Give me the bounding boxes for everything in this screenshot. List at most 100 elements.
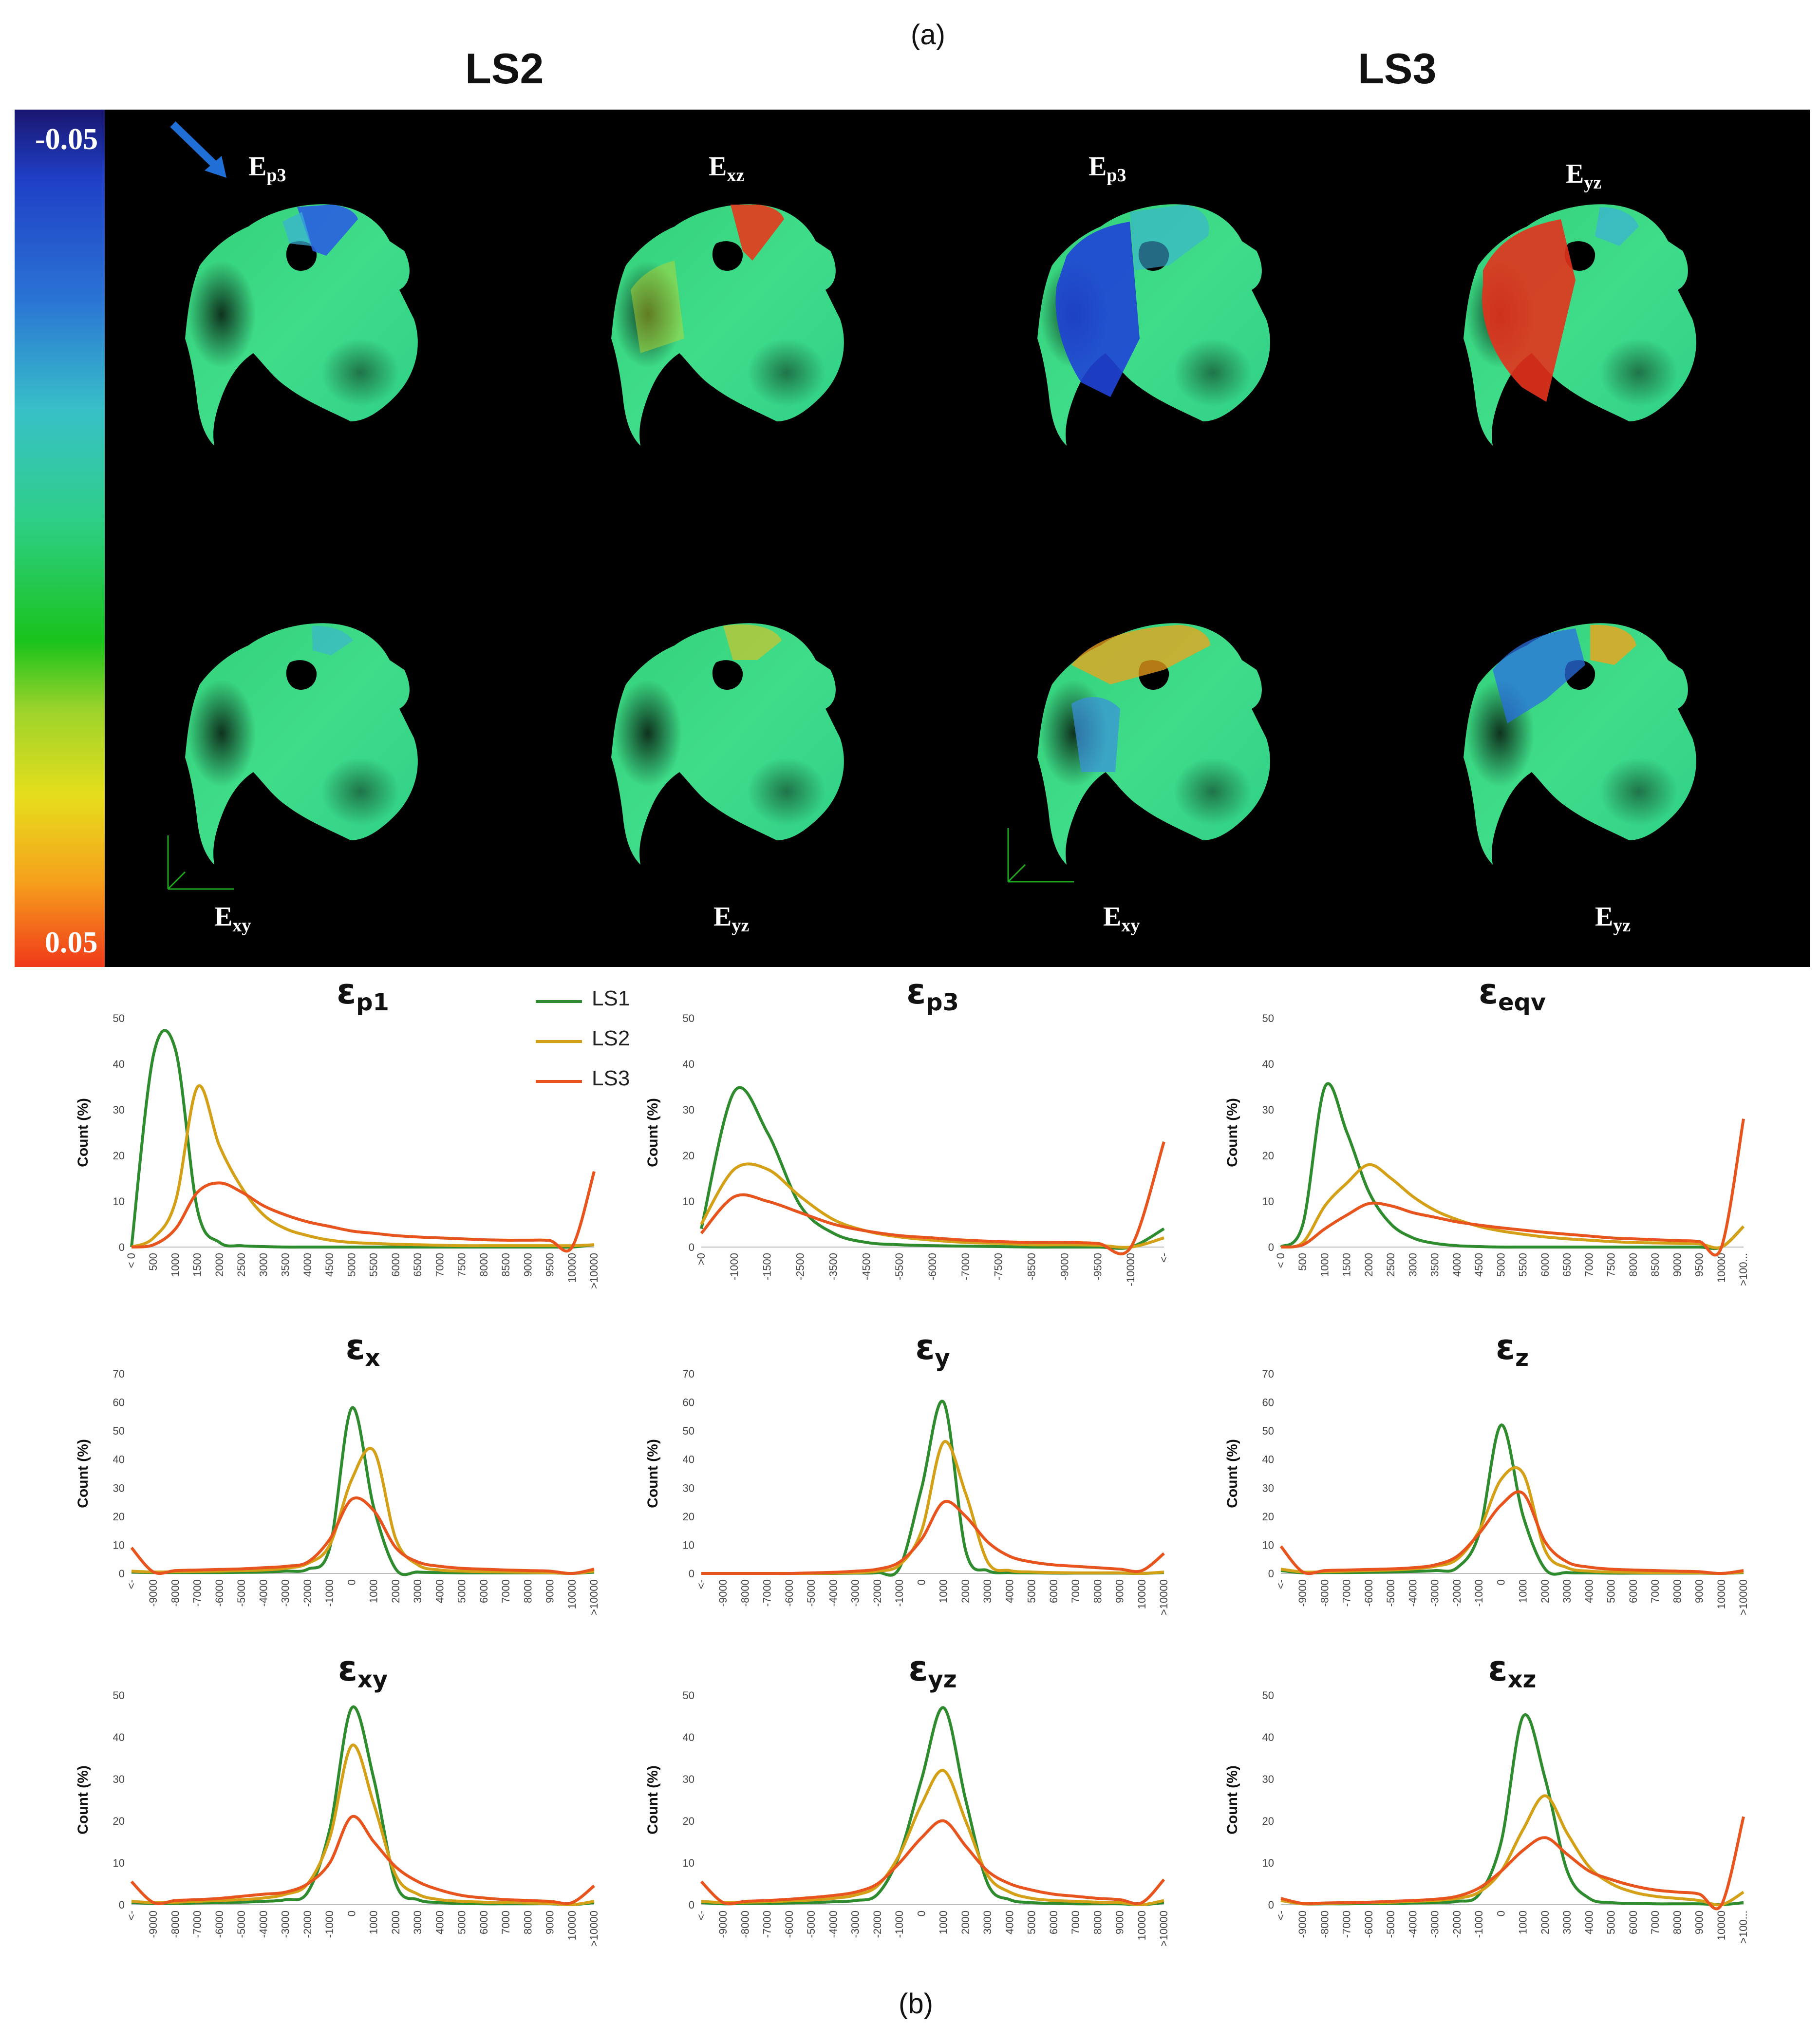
x-tick-label: 6000 — [1048, 1579, 1060, 1603]
series-line-ls1 — [130, 1029, 595, 1249]
map-ls3-eyz-bottom — [1464, 623, 1696, 865]
x-tick-label: 8500 — [500, 1253, 512, 1277]
x-tick-label: 3000 — [412, 1579, 424, 1603]
x-tick-label: 9000 — [1671, 1253, 1683, 1277]
y-tick-label: 40 — [113, 1454, 125, 1466]
x-tick-label: 2500 — [1385, 1253, 1397, 1277]
x-tick-label: 2000 — [1539, 1579, 1551, 1603]
y-tick-label: 40 — [1262, 1731, 1274, 1743]
x-tick-label: 8000 — [1671, 1579, 1683, 1603]
x-tick-label: -7000 — [1341, 1579, 1353, 1607]
series-line-ls2 — [701, 1769, 1164, 1907]
series-line-ls3 — [1279, 1490, 1744, 1575]
x-tick-label: -7000 — [761, 1579, 773, 1607]
x-tick-label: -8000 — [739, 1579, 751, 1607]
x-tick-label: <- — [695, 1579, 707, 1589]
x-tick-label: -9000 — [1296, 1911, 1309, 1938]
y-tick-label: 20 — [683, 1511, 694, 1523]
y-tick-label: 20 — [1262, 1150, 1274, 1162]
chart-ep3: εp3 Count (%) 0 10 20 30 40 50 >0 -1000 -1500 -2500… — [628, 971, 1179, 1301]
series-line-ls1 — [700, 1086, 1165, 1250]
x-tick-label: -2000 — [871, 1579, 883, 1607]
chart-title: εy — [915, 1326, 950, 1372]
series-line-ls2 — [131, 1084, 595, 1249]
x-tick-label: -8000 — [739, 1911, 751, 1938]
y-tick-label: 0 — [1268, 1241, 1274, 1253]
y-tick-label: 50 — [113, 1425, 125, 1437]
panel-a-label: (a) — [911, 19, 945, 51]
x-tick-label: 6000 — [1048, 1911, 1060, 1934]
strain-map-panel: Ep3 Exz Ep3 Eyz Exy Eyz Exy Eyz — [105, 110, 1810, 967]
chart-ez: εz Count (%) 0 10 20 30 40 50 60 70 <- -9000 -8000 -7… — [1208, 1326, 1758, 1627]
x-tick-label: -6000 — [783, 1911, 795, 1938]
y-axis-label: Count (%) — [1224, 1439, 1240, 1508]
x-tick-label: 3000 — [981, 1579, 994, 1603]
x-tick-label: 10000 — [1136, 1911, 1148, 1940]
x-tick-label: 4000 — [1003, 1579, 1015, 1603]
legend-label-ls1: LS1 — [592, 986, 630, 1010]
y-tick-label: 20 — [1262, 1815, 1274, 1827]
x-tick-label: -7000 — [191, 1911, 204, 1938]
x-tick-label: 6500 — [412, 1253, 424, 1277]
x-tick-label: -9000 — [147, 1911, 159, 1938]
x-tick-label: <- — [1158, 1253, 1170, 1263]
series-line-ls2 — [700, 1162, 1164, 1249]
axis-triad-icon — [167, 835, 234, 890]
x-tick-label: -5500 — [893, 1253, 905, 1280]
x-tick-label: 3000 — [1407, 1253, 1419, 1277]
map-ls2-ep3 — [185, 204, 418, 446]
x-tick-label: 6000 — [1627, 1579, 1639, 1603]
x-tick-label: 3000 — [1561, 1579, 1573, 1603]
x-tick-label: 5500 — [1517, 1253, 1529, 1277]
x-tick-label: 5000 — [345, 1253, 357, 1277]
legend-item-ls3: LS3 — [536, 1066, 662, 1096]
series-line-ls1 — [701, 1706, 1164, 1907]
x-tick-label: 7000 — [1649, 1911, 1661, 1934]
x-tick-label: 3000 — [981, 1911, 994, 1934]
x-tick-label: 6000 — [478, 1911, 490, 1934]
x-tick-label: 4500 — [323, 1253, 336, 1277]
y-tick-label: 20 — [113, 1150, 125, 1162]
x-tick-label: 1000 — [938, 1579, 950, 1603]
colorbar-bottom-label: 0.05 — [45, 926, 98, 959]
x-tick-label: -2500 — [794, 1253, 807, 1280]
chart-eyz: εyz Count (%) 0 10 20 30 40 50 <- -9000 -8000 -7000… — [628, 1648, 1179, 1958]
map-ls2-eyz — [611, 623, 844, 865]
x-tick-label: 8000 — [478, 1253, 490, 1277]
x-tick-label: 7000 — [500, 1911, 512, 1934]
map-label-bottom-3: Exy — [1103, 902, 1140, 936]
x-tick-label: 5000 — [456, 1579, 468, 1603]
series-line-ls1 — [131, 1406, 595, 1576]
y-tick-label: 60 — [113, 1397, 125, 1409]
x-tick-label: -7000 — [191, 1579, 204, 1607]
chart-title: εxz — [1488, 1648, 1537, 1693]
series-line-ls2 — [1280, 1794, 1745, 1907]
series-line-ls1 — [1279, 1082, 1745, 1250]
x-tick-label: -5000 — [235, 1911, 247, 1938]
x-tick-label: -1500 — [761, 1253, 773, 1280]
chart-exy: εxy Count (%) 0 10 20 30 40 50 <- -9000 -8000 -7000… — [58, 1648, 609, 1958]
x-tick-label: >100... — [1737, 1253, 1749, 1286]
chart-svg-p3: εp3 Count (%) 0 10 20 30 40 50 >0 -1000 -1500 -2500… — [645, 971, 1170, 1287]
x-tick-label: -1000 — [323, 1911, 336, 1938]
y-tick-label: 50 — [683, 1689, 694, 1702]
x-tick-label: 5000 — [456, 1911, 468, 1934]
map-label-top-2: Exz — [709, 151, 745, 186]
x-tick-label: 9000 — [1693, 1911, 1706, 1934]
y-tick-label: 0 — [689, 1568, 694, 1580]
x-tick-label: 4000 — [1003, 1911, 1015, 1934]
x-tick-label: -9000 — [717, 1579, 729, 1607]
x-tick-label: 7500 — [456, 1253, 468, 1277]
y-tick-label: 10 — [683, 1195, 694, 1208]
y-tick-label: 10 — [113, 1857, 125, 1869]
x-tick-label: 8000 — [1091, 1911, 1104, 1934]
y-tick-label: 70 — [113, 1368, 125, 1380]
x-tick-label: -7000 — [1341, 1911, 1353, 1938]
x-tick-label: -1000 — [1473, 1911, 1485, 1938]
legend-label-ls3: LS3 — [592, 1066, 630, 1090]
map-ls2-exy — [185, 623, 418, 865]
chart-svg-y: εy Count (%) 0 10 20 30 40 50 60 70 <- -9000 -8000 -7… — [645, 1326, 1170, 1615]
x-tick-label: >10000 — [1158, 1579, 1170, 1615]
x-tick-label: 2000 — [959, 1579, 972, 1603]
y-tick-label: 40 — [683, 1454, 694, 1466]
